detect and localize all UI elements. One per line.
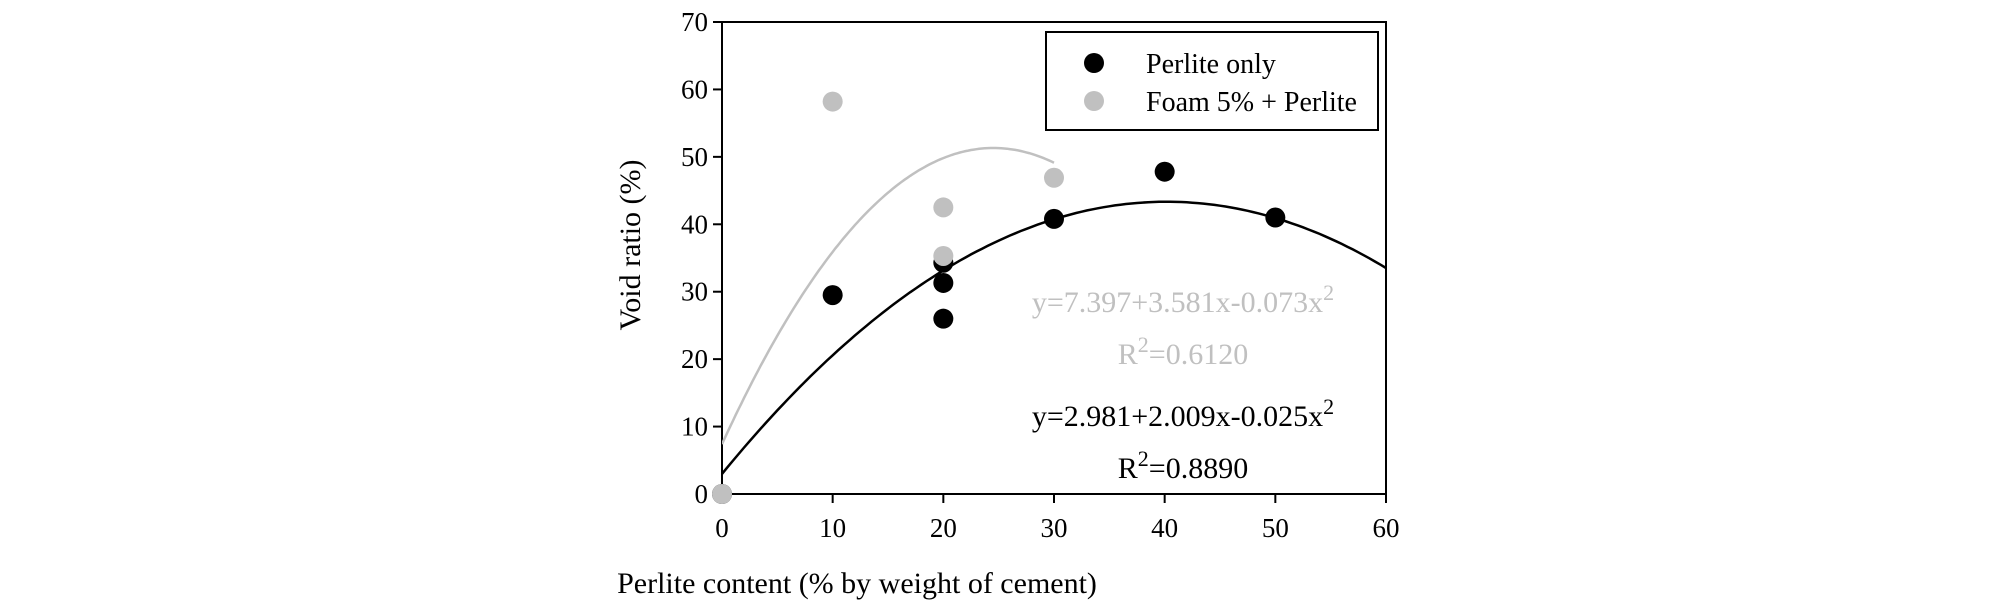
y-tick-label: 20 — [681, 344, 708, 374]
point-perlite-only — [933, 308, 954, 329]
y-tick-label: 60 — [681, 74, 708, 104]
point-perlite-only — [933, 272, 954, 293]
data-points — [712, 91, 1286, 504]
x-tick-label: 60 — [1373, 513, 1400, 543]
legend-marker-foam-5-perlite — [1084, 91, 1104, 111]
y-tick-label: 0 — [695, 479, 709, 509]
point-foam-5-perlite — [933, 197, 954, 218]
x-tick-label: 50 — [1262, 513, 1289, 543]
axes: 0 10 20 30 40 50 60 0 10 20 30 40 50 60 70 — [681, 7, 1400, 543]
y-tick-label: 30 — [681, 277, 708, 307]
point-foam-5-perlite — [712, 484, 732, 504]
legend: Perlite only Foam 5% + Perlite — [1045, 31, 1379, 131]
x-tick-label: 10 — [819, 513, 846, 543]
legend-label-foam-5-perlite: Foam 5% + Perlite — [1146, 87, 1357, 118]
legend-box — [1045, 31, 1379, 131]
point-perlite-only — [1154, 161, 1175, 182]
legend-label-perlite-only: Perlite only — [1146, 49, 1276, 80]
point-perlite-only — [1265, 207, 1286, 228]
legend-marker-perlite-only — [1084, 53, 1104, 73]
fit-equations: y=2.981+2.009x-0.025x2 R2=0.8890 y=7.397+3… — [1032, 280, 1334, 486]
point-perlite-only — [822, 285, 843, 306]
point-foam-5-perlite — [1044, 167, 1064, 188]
x-tick-label: 20 — [930, 513, 957, 543]
point-foam-5-perlite — [822, 91, 843, 112]
equation-perlite-only: y=2.981+2.009x-0.025x2 — [1032, 394, 1334, 434]
y-tick-label: 70 — [681, 7, 708, 37]
r-squared-perlite-only: R2=0.8890 — [1118, 446, 1248, 486]
point-foam-5-perlite — [933, 245, 954, 266]
equation-foam-5-perlite: y=7.397+3.581x-0.073x2 — [1032, 280, 1334, 320]
y-tick-label: 10 — [681, 412, 708, 442]
x-axis-label: Perlite content (% by weight of cement) — [617, 567, 1097, 600]
y-axis-label: Void ratio (%) — [614, 159, 647, 330]
x-tick-label: 0 — [715, 513, 729, 543]
fit-curve-perlite-only — [722, 200, 1386, 475]
x-tick-label: 40 — [1151, 513, 1178, 543]
y-tick-label: 50 — [681, 142, 708, 172]
y-tick-label: 40 — [681, 209, 708, 239]
point-perlite-only — [1044, 208, 1064, 229]
x-tick-label: 30 — [1041, 513, 1068, 543]
r-squared-foam-5-perlite: R2=0.6120 — [1118, 332, 1248, 372]
fit-curve-foam-5-perlite — [722, 146, 1055, 445]
